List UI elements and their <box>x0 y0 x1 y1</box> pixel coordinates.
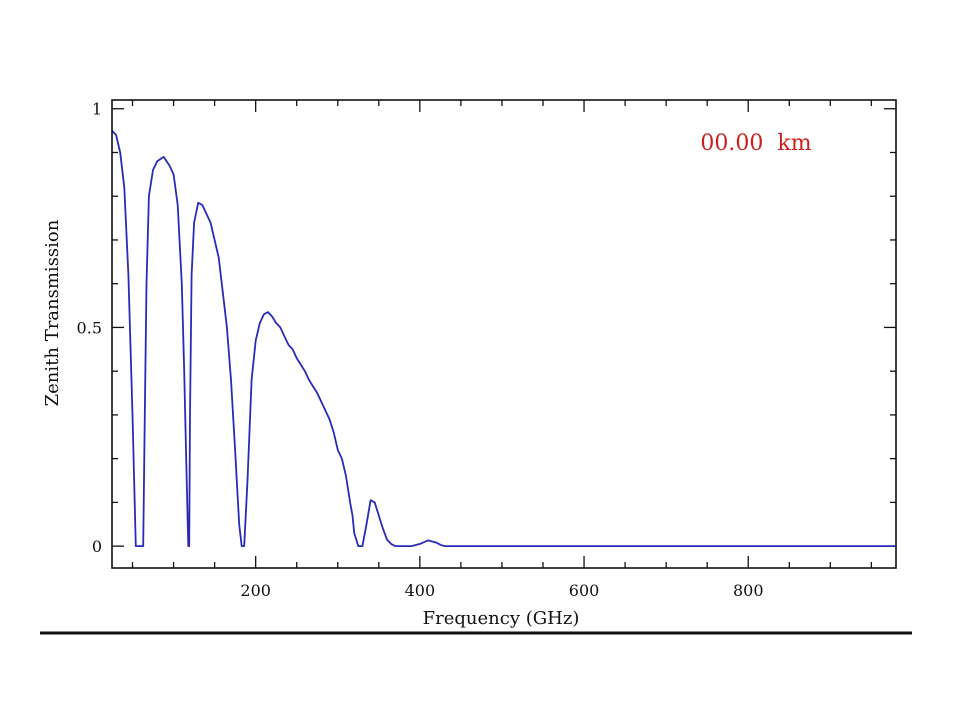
series-lines <box>111 129 896 547</box>
x-tick-label: 600 <box>569 581 600 600</box>
y-tick-label: 1 <box>92 100 102 119</box>
tick-labels: 200 400 600 800 0 0.5 1 <box>77 100 764 600</box>
x-tick-label: 400 <box>405 581 436 600</box>
x-tick-label: 800 <box>733 581 764 600</box>
y-axis-label: Zenith Transmission <box>42 219 63 406</box>
x-axis-label: Frequency (GHz) <box>423 608 580 629</box>
plot-frame <box>111 99 897 569</box>
tick-marks <box>112 100 896 568</box>
transmission-series-line <box>111 129 896 547</box>
y-tick-label: 0 <box>92 537 102 556</box>
y-tick-label: 0.5 <box>77 318 102 337</box>
x-tick-label: 200 <box>240 581 271 600</box>
altitude-annotation: 00.00 km <box>700 131 811 156</box>
